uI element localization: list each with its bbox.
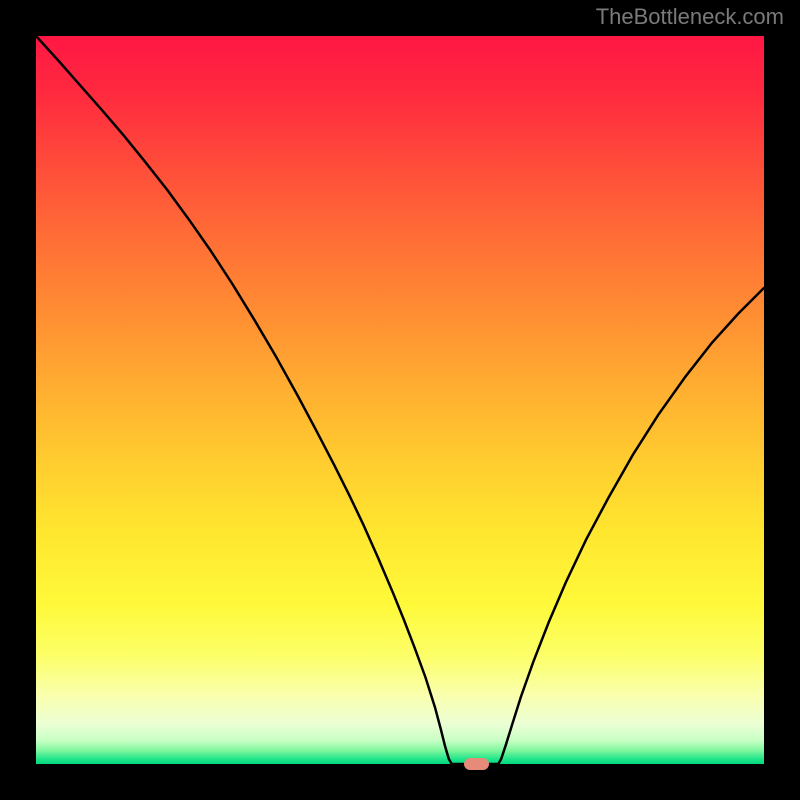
curve-path [36, 36, 764, 764]
watermark-text: TheBottleneck.com [596, 4, 784, 30]
optimal-point-marker [464, 758, 489, 770]
bottleneck-curve [36, 36, 764, 764]
chart-stage: TheBottleneck.com [0, 0, 800, 800]
plot-area [36, 36, 764, 764]
